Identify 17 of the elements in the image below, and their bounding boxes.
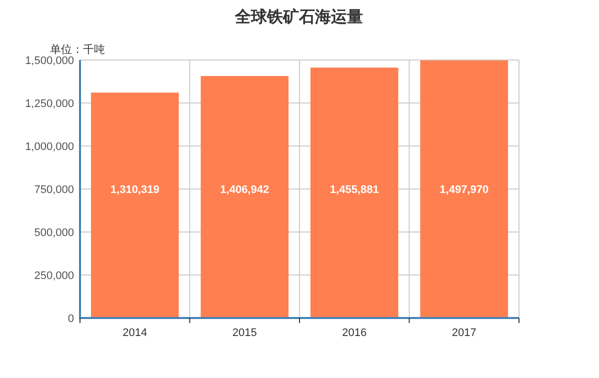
- data-label: 1,497,970: [440, 184, 489, 196]
- x-tick-label: 2014: [122, 327, 148, 339]
- x-tick-label: 2016: [342, 327, 367, 339]
- data-label: 1,455,881: [330, 184, 379, 196]
- x-tick-label: 2015: [232, 327, 257, 339]
- y-tick-label: 1,000,000: [25, 141, 74, 153]
- data-label: 1,310,319: [110, 184, 160, 196]
- y-tick-label: 750,000: [34, 184, 74, 196]
- chart-title: 全球铁矿石海运量: [234, 8, 363, 26]
- y-axis-title: 单位：千吨: [50, 43, 105, 56]
- y-tick-label: 1,250,000: [25, 98, 74, 110]
- y-tick-label: 1,500,000: [25, 55, 74, 67]
- y-tick-label: 0: [68, 313, 74, 325]
- data-label: 1,406,942: [220, 184, 270, 196]
- y-tick-label: 500,000: [34, 227, 74, 239]
- y-tick-label: 250,000: [34, 270, 74, 282]
- x-tick-label: 2017: [452, 327, 476, 339]
